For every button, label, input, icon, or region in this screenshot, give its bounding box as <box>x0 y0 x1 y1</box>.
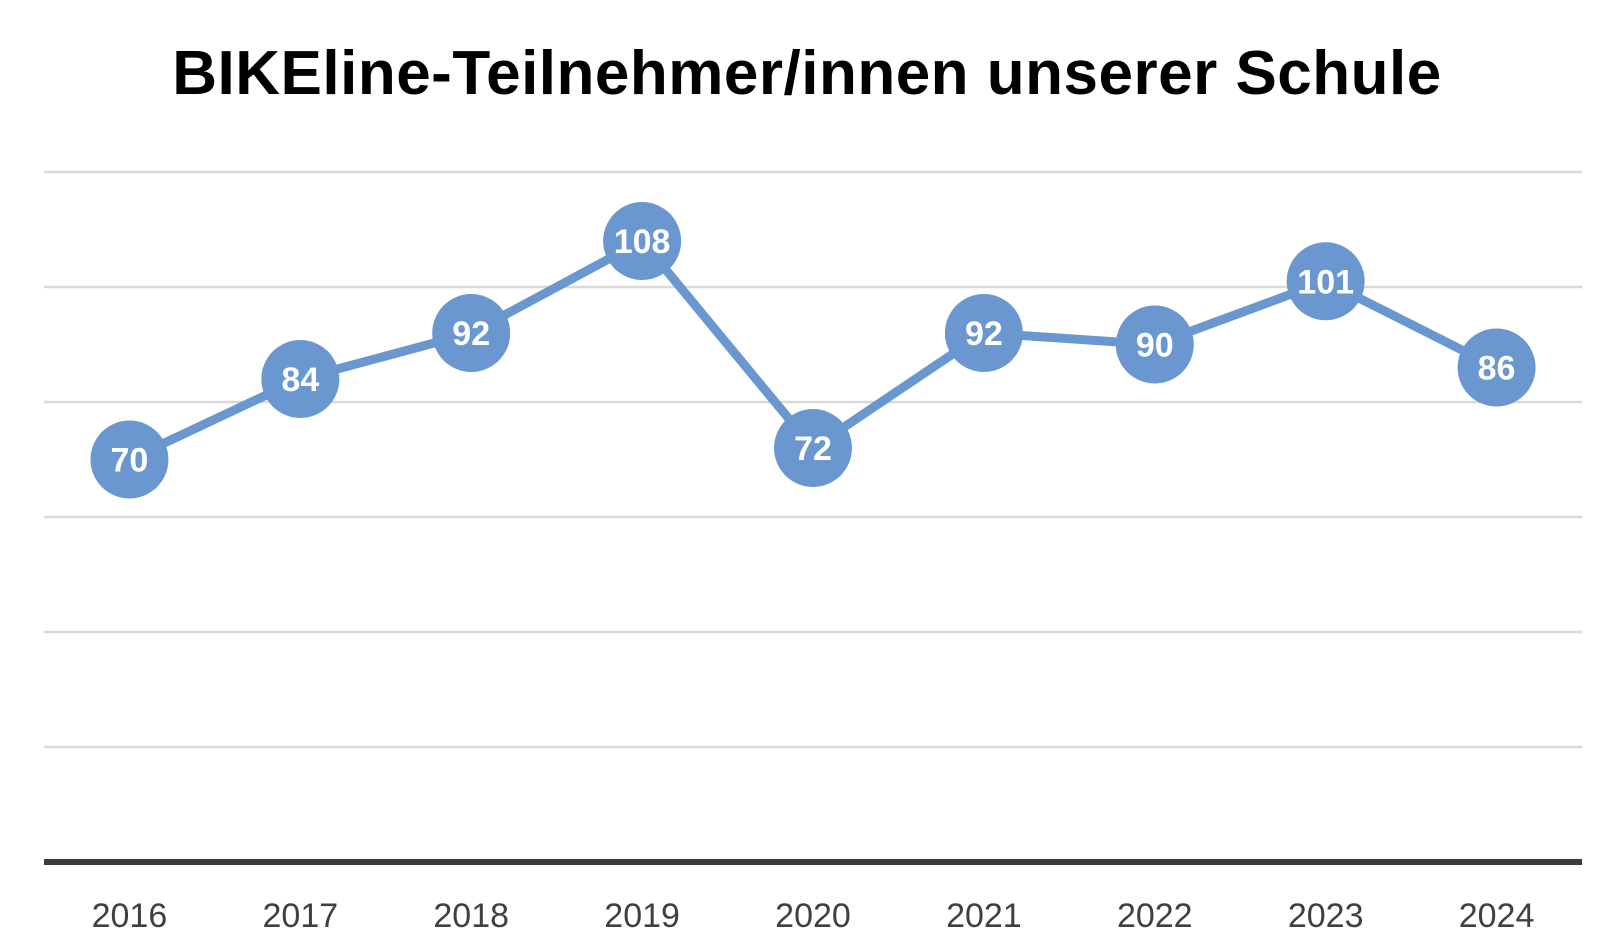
data-point <box>261 340 340 418</box>
data-label: 108 <box>614 223 671 261</box>
x-tick-label: 2016 <box>92 897 168 935</box>
data-point <box>90 420 169 499</box>
x-tick-label: 2022 <box>1117 897 1193 935</box>
data-label: 90 <box>1136 327 1174 365</box>
data-point <box>774 409 852 487</box>
x-tick-label: 2024 <box>1459 897 1535 935</box>
data-label: 101 <box>1297 263 1354 301</box>
data-label: 72 <box>794 430 832 468</box>
x-tick-label: 2020 <box>775 897 851 935</box>
x-tick-labels: 2016 2017 2018 2019 2020 2021 2022 2023 2024 <box>92 897 1535 935</box>
data-label: 70 <box>111 442 149 480</box>
data-label: 86 <box>1478 350 1516 388</box>
data-point <box>1286 242 1365 321</box>
data-point <box>432 294 511 372</box>
data-point <box>944 294 1023 372</box>
data-label: 92 <box>452 315 490 353</box>
data-label: 84 <box>281 361 319 399</box>
x-tick-label: 2018 <box>433 897 509 935</box>
data-point <box>1457 328 1536 407</box>
data-markers: 70 84 92 108 72 92 90 101 86 <box>90 202 1536 499</box>
x-tick-label: 2023 <box>1288 897 1364 935</box>
data-point <box>603 202 682 280</box>
data-label: 92 <box>965 315 1003 353</box>
chart-title: BIKEline-Teilnehmer/innen unserer Schule <box>172 39 1442 108</box>
x-tick-label: 2021 <box>946 897 1022 935</box>
data-point <box>1115 305 1194 384</box>
x-tick-label: 2017 <box>263 897 339 935</box>
x-tick-label: 2019 <box>604 897 680 935</box>
